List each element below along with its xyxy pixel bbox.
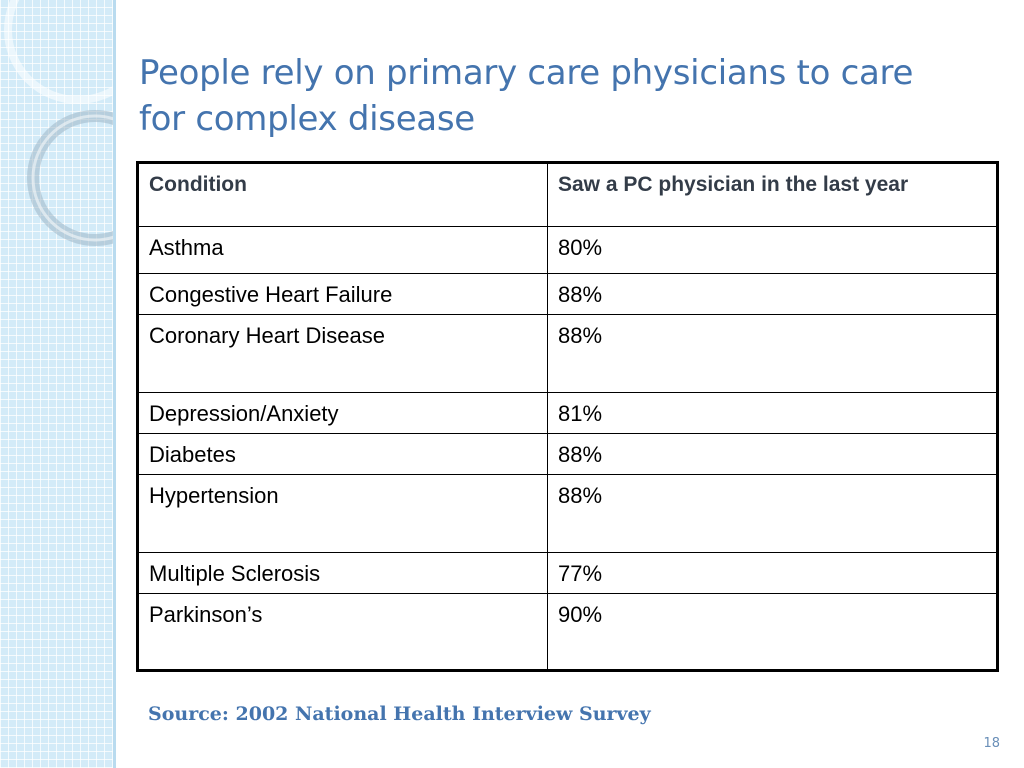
condition-cell: Coronary Heart Disease <box>137 314 548 393</box>
percent-cell: 88% <box>547 433 998 475</box>
percent-cell: 88% <box>547 273 998 315</box>
condition-cell: Hypertension <box>137 474 548 553</box>
percent-cell: 90% <box>547 593 998 671</box>
table-row: Hypertension 88% <box>137 474 998 553</box>
table-row: Congestive Heart Failure 88% <box>137 273 998 315</box>
percent-cell: 81% <box>547 392 998 434</box>
condition-cell: Congestive Heart Failure <box>137 273 548 315</box>
table-row: Parkinson’s 90% <box>137 593 998 671</box>
table-header-row: Condition Saw a PC physician in the last… <box>137 162 998 227</box>
table-row: Depression/Anxiety 81% <box>137 392 998 434</box>
condition-cell: Asthma <box>137 226 548 274</box>
percent-cell: 80% <box>547 226 998 274</box>
source-citation: Source: 2002 National Health Interview S… <box>148 703 651 725</box>
sidebar-edge <box>113 0 116 768</box>
table-row: Coronary Heart Disease 88% <box>137 314 998 393</box>
page-number: 18 <box>983 736 1000 751</box>
condition-cell: Parkinson’s <box>137 593 548 671</box>
condition-cell: Multiple Sclerosis <box>137 552 548 594</box>
percent-cell: 88% <box>547 474 998 553</box>
percent-cell: 77% <box>547 552 998 594</box>
table-row: Diabetes 88% <box>137 433 998 475</box>
header-saw-pc-physician: Saw a PC physician in the last year <box>547 162 998 227</box>
table-row: Multiple Sclerosis 77% <box>137 552 998 594</box>
percent-cell: 88% <box>547 314 998 393</box>
decorative-rings-graphic <box>4 0 113 246</box>
header-condition: Condition <box>137 162 548 227</box>
decorative-sidebar <box>0 0 113 768</box>
condition-cell: Diabetes <box>137 433 548 475</box>
conditions-table: Condition Saw a PC physician in the last… <box>136 161 999 672</box>
slide-title: People rely on primary care physicians t… <box>139 53 914 139</box>
condition-cell: Depression/Anxiety <box>137 392 548 434</box>
table-row: Asthma 80% <box>137 226 998 274</box>
